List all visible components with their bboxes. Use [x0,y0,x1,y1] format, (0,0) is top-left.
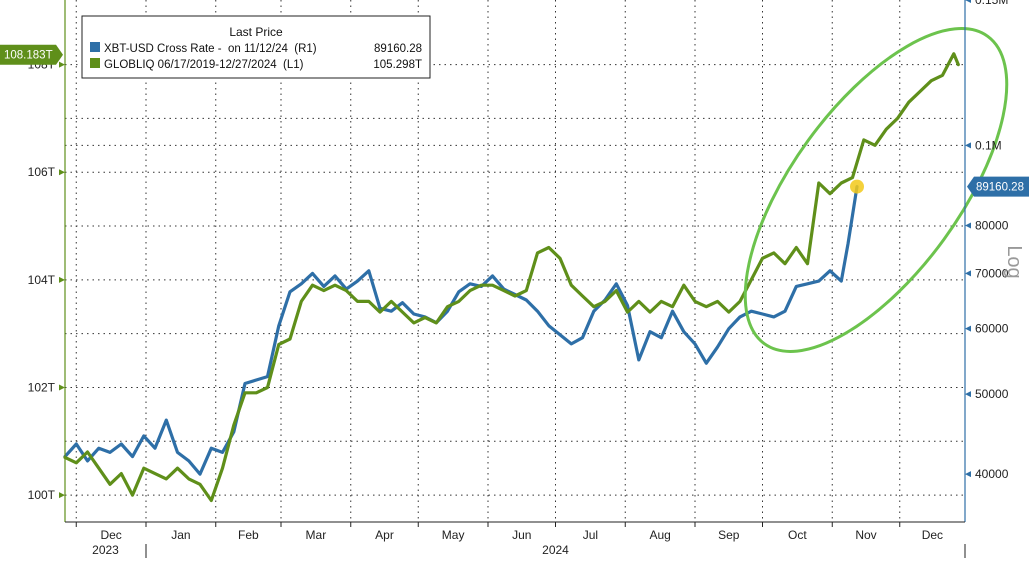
x-year-label: 2023 [92,543,119,557]
left-tick-mark [59,384,65,391]
x-month-label: Mar [306,528,327,542]
left-tick-mark [59,492,65,499]
right-tick-label: 70000 [975,266,1009,280]
x-month-label: Jun [512,528,531,542]
legend-swatch-globliq [90,58,100,68]
x-month-label: Feb [238,528,259,542]
right-tick-label: 50000 [975,387,1009,401]
right-tick-mark [965,142,971,149]
left-tick-label: 100T [28,488,56,502]
legend-value-xbt: 89160.28 [374,43,422,55]
right-tick-mark [965,0,971,3]
current-marker [850,179,864,194]
left-current-tag: 108.183T [0,44,63,65]
right-tick-label: 40000 [975,467,1009,481]
series-line-globliq [63,52,960,503]
x-year-label: 2024 [542,543,569,557]
left-current-label: 108.183T [4,50,53,62]
legend-value-globliq: 105.298T [373,59,422,71]
left-tick-mark [59,169,65,176]
right-tick-mark [965,270,971,277]
x-month-label: May [442,528,465,542]
highlight-ellipse [743,27,1009,353]
x-month-label: Sep [718,528,740,542]
legend-label-globliq: GLOBLIQ 06/17/2019-12/27/2024 (L1) [104,59,304,71]
x-month-label: Aug [649,528,670,542]
series-line-xbt [63,185,859,476]
right-tick-mark [965,391,971,398]
legend: Last Price XBT-USD Cross Rate - on 11/12… [81,15,431,79]
right-current-tag: 89160.28 [967,176,1029,197]
log-scale-label: Log [1003,245,1025,278]
left-tick-label: 104T [28,273,56,287]
left-tick-mark [59,276,65,283]
left-tick-label: 106T [28,165,56,179]
legend-label-xbt: XBT-USD Cross Rate - on 11/12/24 (R1) [104,43,317,55]
x-month-label: Dec [100,528,121,542]
legend-header: Last Price [229,25,283,39]
x-month-label: Nov [855,528,876,542]
right-current-label: 89160.28 [976,182,1024,194]
x-month-label: Dec [922,528,943,542]
right-tick-label: 60000 [975,322,1009,336]
x-month-label: Oct [788,528,807,542]
right-tick-label: 80000 [975,218,1009,232]
x-month-label: Jul [583,528,598,542]
left-tick-label: 102T [28,380,56,394]
left-tick-mark [59,61,65,68]
right-tick-mark [965,471,971,478]
right-tick-label: 0.1M [975,138,1002,152]
right-tick-mark [965,325,971,332]
x-month-label: Apr [375,528,394,542]
right-tick-label: 0.15M [975,0,1008,7]
right-tick-mark [965,222,971,229]
x-month-label: Jan [171,528,190,542]
legend-swatch-xbt [90,42,100,52]
